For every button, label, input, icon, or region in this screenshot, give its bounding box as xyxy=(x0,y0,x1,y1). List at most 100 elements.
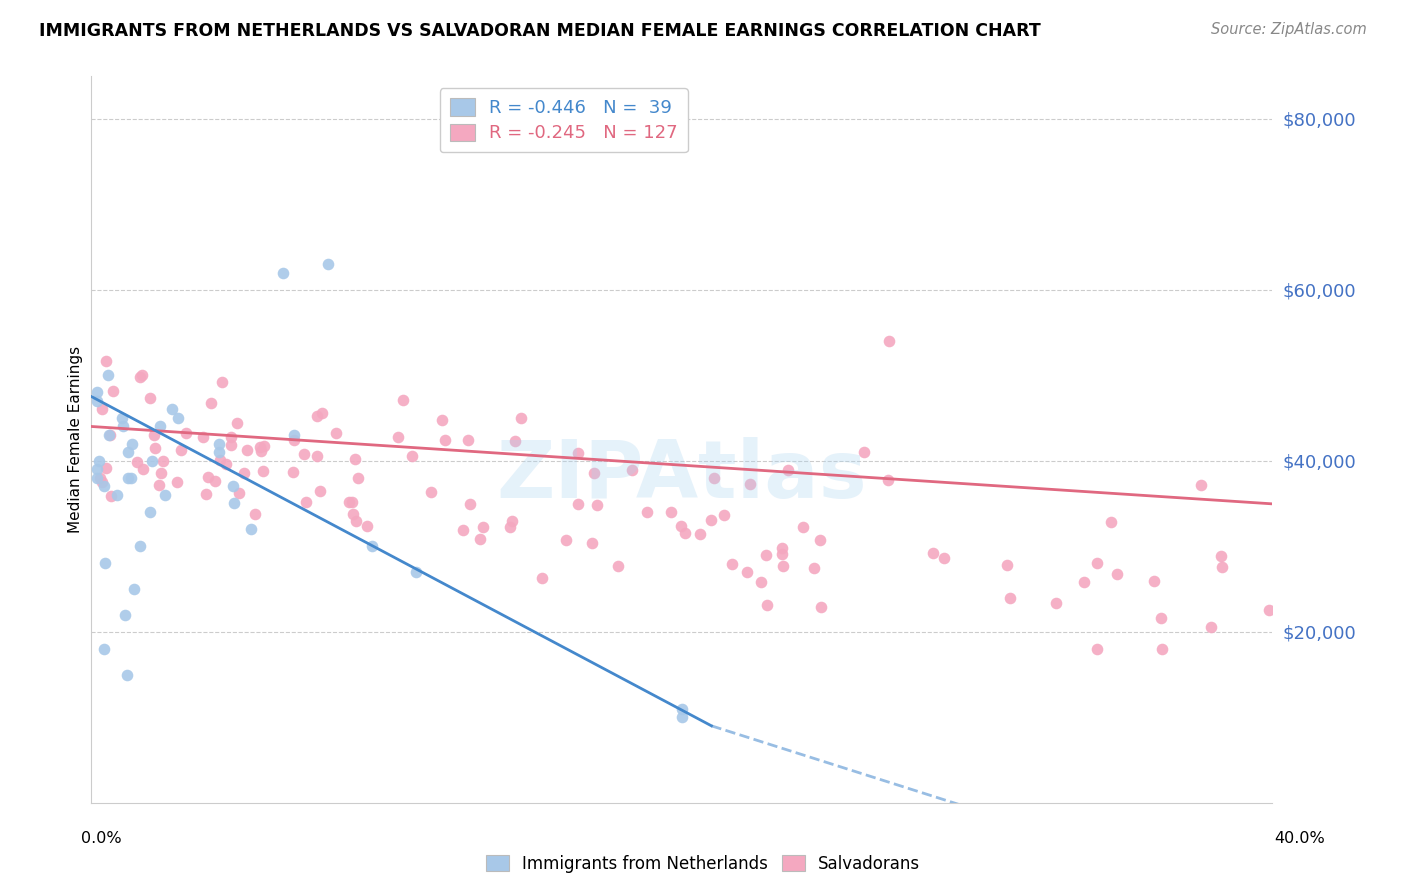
Point xyxy=(250,444,273,458)
Point xyxy=(222,479,245,493)
Point xyxy=(405,565,427,579)
Point xyxy=(419,484,441,499)
Point xyxy=(208,436,231,450)
Point xyxy=(1143,574,1166,588)
Point xyxy=(689,527,711,541)
Point xyxy=(877,334,900,348)
Point xyxy=(852,445,875,459)
Point xyxy=(87,453,110,467)
Point xyxy=(471,520,494,534)
Point xyxy=(191,430,214,444)
Point xyxy=(1000,591,1022,606)
Point xyxy=(337,495,360,509)
Point xyxy=(770,541,793,555)
Point xyxy=(166,475,188,489)
Point xyxy=(1296,641,1319,656)
Point xyxy=(700,513,723,527)
Point xyxy=(121,436,143,450)
Point xyxy=(219,430,242,444)
Point xyxy=(792,520,814,534)
Legend: R = -0.446   N =  39, R = -0.245   N = 127: R = -0.446 N = 39, R = -0.245 N = 127 xyxy=(440,88,688,153)
Point xyxy=(342,508,364,522)
Point xyxy=(311,406,333,420)
Point xyxy=(509,410,531,425)
Point xyxy=(209,452,232,467)
Point xyxy=(252,464,274,478)
Point xyxy=(117,445,139,459)
Point xyxy=(98,427,121,442)
Point xyxy=(208,445,231,459)
Point xyxy=(803,561,825,575)
Point xyxy=(149,467,172,481)
Point xyxy=(174,425,197,440)
Point xyxy=(105,488,128,502)
Point xyxy=(1191,477,1213,491)
Point xyxy=(226,417,249,431)
Point xyxy=(94,461,117,475)
Point xyxy=(97,368,120,383)
Point xyxy=(673,526,696,541)
Point xyxy=(468,532,491,546)
Point xyxy=(749,575,772,590)
Point xyxy=(112,419,135,434)
Point xyxy=(737,565,759,579)
Point xyxy=(239,522,262,536)
Point xyxy=(555,533,578,547)
Point xyxy=(932,550,955,565)
Point xyxy=(120,471,142,485)
Point xyxy=(1045,597,1067,611)
Text: ZIPAtlas: ZIPAtlas xyxy=(496,437,868,515)
Point xyxy=(143,442,166,456)
Point xyxy=(567,446,589,460)
Point xyxy=(228,486,250,500)
Point xyxy=(1199,620,1222,634)
Point xyxy=(1291,543,1313,558)
Point xyxy=(93,479,115,493)
Point xyxy=(1085,556,1108,570)
Point xyxy=(344,451,367,466)
Point xyxy=(432,413,454,427)
Point xyxy=(1073,575,1095,590)
Point xyxy=(342,495,364,509)
Point xyxy=(219,438,242,452)
Point xyxy=(451,523,474,537)
Point xyxy=(233,466,256,480)
Point xyxy=(1211,560,1233,574)
Point xyxy=(305,409,328,424)
Point xyxy=(273,266,295,280)
Point xyxy=(808,533,831,548)
Point xyxy=(93,641,115,656)
Point xyxy=(253,439,276,453)
Point xyxy=(347,471,370,485)
Point xyxy=(117,471,139,485)
Point xyxy=(100,489,122,503)
Point xyxy=(94,557,117,571)
Point xyxy=(360,539,382,553)
Point xyxy=(141,453,163,467)
Point xyxy=(671,702,693,716)
Point xyxy=(143,427,166,442)
Point xyxy=(770,547,793,561)
Point xyxy=(876,473,898,487)
Point xyxy=(606,558,628,573)
Point xyxy=(458,497,481,511)
Point xyxy=(498,519,520,533)
Point xyxy=(281,466,304,480)
Point xyxy=(703,471,725,485)
Point xyxy=(356,519,378,533)
Point xyxy=(671,710,693,724)
Point xyxy=(90,475,112,489)
Point xyxy=(778,463,800,477)
Point xyxy=(659,505,682,519)
Point xyxy=(122,582,145,596)
Point xyxy=(1085,641,1108,656)
Point xyxy=(567,497,589,511)
Point xyxy=(111,411,134,425)
Point xyxy=(114,607,136,622)
Point xyxy=(636,505,658,519)
Point xyxy=(249,440,271,454)
Point xyxy=(167,411,190,425)
Point xyxy=(457,433,479,447)
Point xyxy=(581,536,603,550)
Point xyxy=(720,558,742,572)
